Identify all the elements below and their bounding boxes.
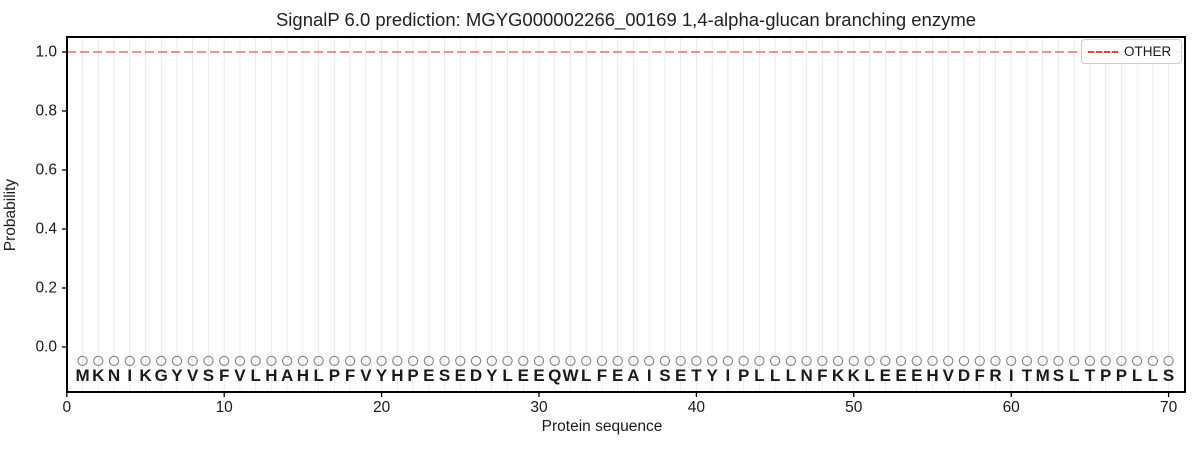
svg-text:10: 10 <box>216 399 234 416</box>
svg-text:Y: Y <box>706 366 718 385</box>
svg-text:Q: Q <box>548 366 561 385</box>
svg-text:S: S <box>1163 366 1174 385</box>
svg-text:V: V <box>943 366 955 385</box>
svg-text:20: 20 <box>373 399 391 416</box>
svg-text:N: N <box>108 366 120 385</box>
svg-text:P: P <box>1116 366 1127 385</box>
svg-text:N: N <box>800 366 812 385</box>
svg-text:L: L <box>754 366 764 385</box>
svg-text:V: V <box>234 366 246 385</box>
svg-text:L: L <box>864 366 874 385</box>
svg-text:E: E <box>612 366 623 385</box>
svg-text:L: L <box>1069 366 1079 385</box>
svg-text:F: F <box>597 366 607 385</box>
svg-text:L: L <box>786 366 796 385</box>
svg-text:L: L <box>1132 366 1142 385</box>
svg-text:P: P <box>407 366 418 385</box>
svg-text:H: H <box>297 366 309 385</box>
svg-text:Y: Y <box>171 366 183 385</box>
svg-text:50: 50 <box>845 399 863 416</box>
svg-text:D: D <box>958 366 970 385</box>
svg-text:H: H <box>391 366 403 385</box>
svg-text:E: E <box>880 366 891 385</box>
svg-text:M: M <box>1036 366 1050 385</box>
svg-text:30: 30 <box>530 399 548 416</box>
svg-text:E: E <box>455 366 466 385</box>
svg-text:L: L <box>250 366 260 385</box>
svg-text:E: E <box>518 366 529 385</box>
svg-text:I: I <box>726 366 731 385</box>
svg-text:A: A <box>627 366 639 385</box>
svg-text:F: F <box>975 366 985 385</box>
svg-text:T: T <box>691 366 702 385</box>
svg-text:R: R <box>989 366 1001 385</box>
svg-text:E: E <box>533 366 544 385</box>
svg-text:V: V <box>360 366 372 385</box>
svg-text:F: F <box>345 366 355 385</box>
svg-text:E: E <box>423 366 434 385</box>
svg-text:Y: Y <box>376 366 388 385</box>
svg-text:E: E <box>675 366 686 385</box>
svg-text:P: P <box>1100 366 1111 385</box>
svg-text:T: T <box>1022 366 1033 385</box>
svg-text:L: L <box>502 366 512 385</box>
svg-text:0: 0 <box>62 399 71 416</box>
svg-text:F: F <box>817 366 827 385</box>
svg-text:K: K <box>92 366 105 385</box>
svg-text:60: 60 <box>1003 399 1021 416</box>
svg-text:I: I <box>647 366 652 385</box>
svg-text:70: 70 <box>1160 399 1178 416</box>
svg-text:H: H <box>926 366 938 385</box>
svg-text:F: F <box>219 366 229 385</box>
svg-text:0.6: 0.6 <box>35 162 57 179</box>
svg-text:L: L <box>770 366 780 385</box>
svg-text:E: E <box>895 366 906 385</box>
svg-text:T: T <box>1085 366 1096 385</box>
svg-text:K: K <box>848 366 861 385</box>
svg-text:K: K <box>832 366 845 385</box>
svg-text:G: G <box>155 366 168 385</box>
svg-text:0.8: 0.8 <box>35 103 57 120</box>
svg-text:K: K <box>139 366 152 385</box>
svg-text:D: D <box>470 366 482 385</box>
svg-text:H: H <box>265 366 277 385</box>
svg-text:P: P <box>738 366 749 385</box>
svg-text:M: M <box>75 366 89 385</box>
svg-text:S: S <box>203 366 214 385</box>
svg-text:W: W <box>562 366 579 385</box>
svg-text:A: A <box>281 366 293 385</box>
svg-text:V: V <box>187 366 199 385</box>
svg-text:E: E <box>911 366 922 385</box>
svg-text:L: L <box>581 366 591 385</box>
svg-text:1.0: 1.0 <box>35 44 57 61</box>
svg-text:Y: Y <box>486 366 498 385</box>
svg-text:L: L <box>313 366 323 385</box>
svg-text:0.4: 0.4 <box>35 221 57 238</box>
svg-text:0.0: 0.0 <box>35 339 57 356</box>
svg-text:I: I <box>127 366 132 385</box>
svg-text:I: I <box>1009 366 1014 385</box>
svg-text:L: L <box>1148 366 1158 385</box>
svg-text:P: P <box>329 366 340 385</box>
svg-text:S: S <box>1053 366 1064 385</box>
svg-text:0.2: 0.2 <box>35 280 57 297</box>
svg-text:40: 40 <box>688 399 706 416</box>
svg-text:S: S <box>439 366 450 385</box>
svg-text:S: S <box>659 366 670 385</box>
